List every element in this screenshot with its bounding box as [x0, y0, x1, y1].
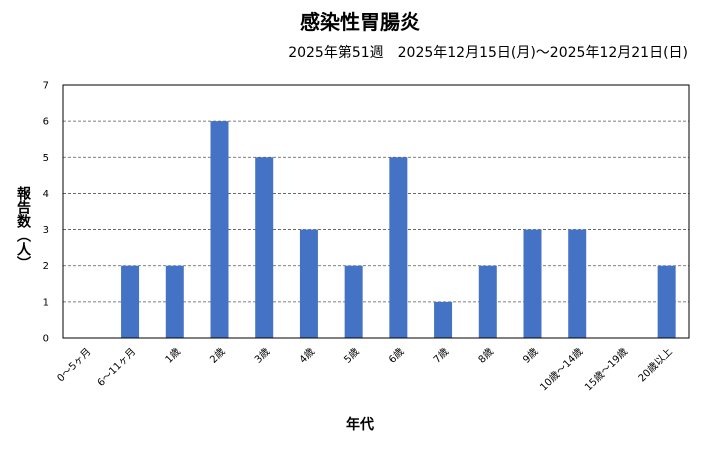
bar-7 — [389, 157, 408, 338]
x-tick-label: 9歳 — [521, 346, 541, 366]
x-axis-label: 年代 — [346, 417, 374, 433]
x-tick-label: 15歳～19歳 — [582, 346, 630, 394]
bars — [121, 121, 676, 339]
bar-4 — [255, 157, 274, 338]
y-tick-label: 0 — [43, 334, 49, 345]
bar-3 — [210, 121, 229, 339]
y-tick-label: 6 — [43, 117, 49, 128]
bar-8 — [434, 301, 453, 338]
grid-lines — [63, 120, 689, 303]
plot-frame — [62, 84, 690, 339]
bar-11 — [568, 229, 587, 338]
chart-title: 感染性胃腸炎 — [300, 10, 420, 34]
x-tick-label: 20歳以上 — [636, 346, 675, 385]
x-tick-label: 3歳 — [252, 346, 272, 366]
x-tick-label: 2歳 — [208, 346, 228, 366]
x-tick-label: 7歳 — [431, 346, 451, 366]
y-tick-label: 5 — [43, 153, 49, 164]
bar-1 — [121, 265, 140, 338]
x-tick-label: 6～11ヶ月 — [95, 346, 138, 389]
x-tick-labels: 0～5ヶ月 6～11ヶ月 1歳 2歳 3歳 4歳 5歳 6歳 7歳 8歳 9歳10歳～14歳15歳～… — [55, 346, 675, 394]
x-tick-label: 4歳 — [297, 346, 317, 366]
bar-6 — [344, 265, 363, 338]
y-tick-label: 4 — [43, 189, 49, 200]
bar-2 — [165, 265, 184, 338]
x-tick-label: 1歳 — [163, 346, 183, 366]
bar-13 — [657, 265, 676, 338]
y-tick-label: 2 — [43, 261, 49, 272]
bar-10 — [523, 229, 542, 338]
x-tick-label: 0～5ヶ月 — [55, 346, 94, 385]
x-tick-label: 5歳 — [342, 346, 362, 366]
bar-9 — [478, 265, 497, 338]
chart-subtitle: 2025年第51週 2025年12月15日(月)～2025年12月21日(日) — [288, 45, 688, 61]
x-tick-label: 10歳～14歳 — [538, 346, 586, 394]
bar-5 — [299, 229, 318, 338]
x-tick-label: 6歳 — [386, 346, 406, 366]
x-tick-label: 8歳 — [476, 346, 496, 366]
y-tick-label: 7 — [43, 81, 49, 92]
y-axis-label: 報告数（人） — [15, 186, 31, 270]
y-tick-label: 3 — [43, 225, 49, 236]
y-tick-labels: 0 1 2 3 4 5 6 7 — [43, 81, 49, 345]
y-tick-label: 1 — [43, 297, 49, 308]
